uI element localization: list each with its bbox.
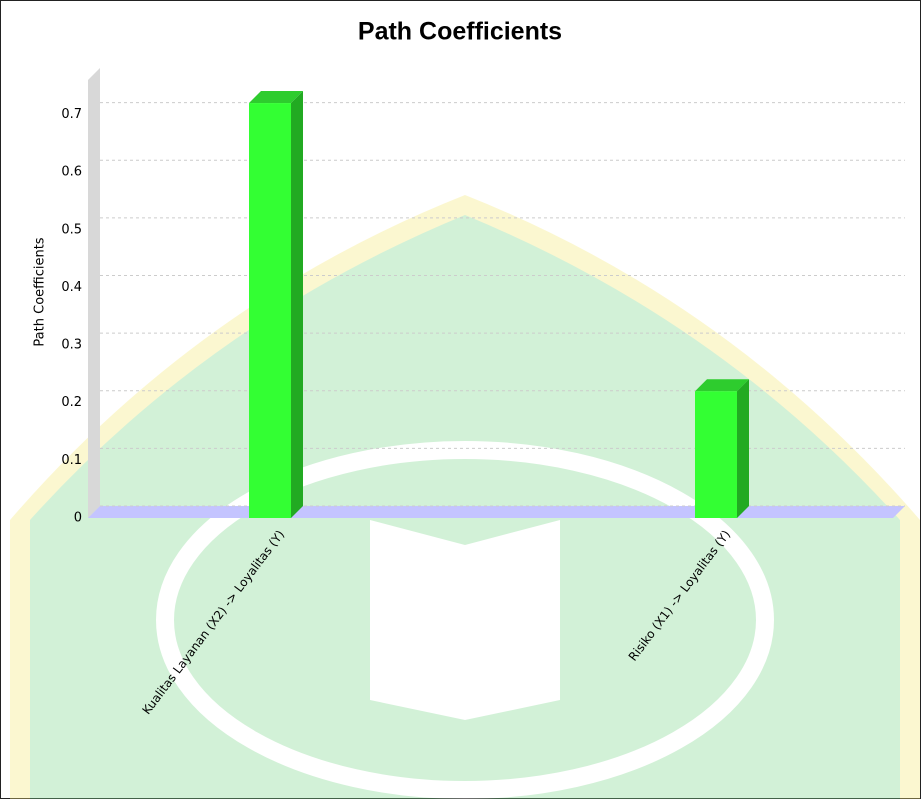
floor [88, 506, 905, 518]
bar [249, 103, 291, 518]
chart-title: Path Coefficients [358, 18, 562, 46]
bar-side [737, 379, 749, 518]
y-tick-label: 0.3 [61, 338, 82, 353]
y-tick-label: 0.1 [61, 453, 82, 468]
y-tick-label: 0.4 [61, 280, 82, 295]
side-wall [88, 68, 100, 518]
y-tick-label: 0.6 [61, 165, 82, 180]
y-tick-label: 0.7 [61, 107, 82, 122]
y-tick-label: 0.2 [61, 395, 82, 410]
chart: Path Coefficients Path Coefficients 0 0.1… [0, 0, 921, 799]
bar [695, 391, 737, 518]
bar-side [291, 91, 303, 518]
page: Path Coefficients Path Coefficients 0 0.1… [0, 0, 921, 799]
y-axis-label: Path Coefficients [33, 237, 48, 346]
y-tick-label: 0 [74, 511, 82, 526]
y-tick-label: 0.5 [61, 222, 82, 237]
